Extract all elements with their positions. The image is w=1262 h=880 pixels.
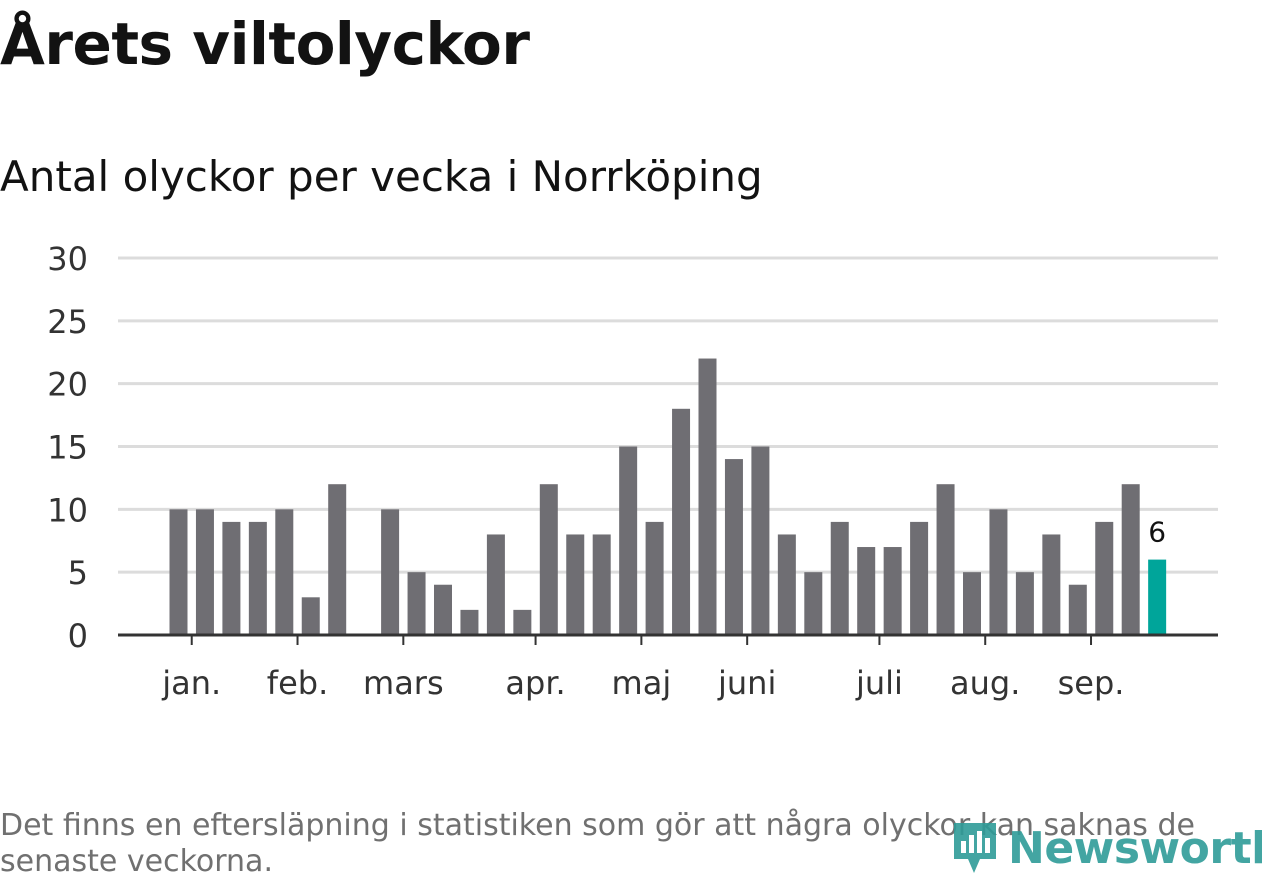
newsworthy-logo: Newsworthy — [950, 816, 1262, 880]
bars — [169, 358, 1167, 635]
bar — [936, 484, 955, 635]
highlight-value-label: 6 — [1148, 516, 1166, 549]
logo-text: Newsworthy — [1008, 822, 1262, 874]
x-tick-label: juli — [855, 664, 903, 702]
bar — [381, 509, 400, 635]
bar — [301, 597, 320, 635]
bar — [724, 459, 743, 635]
y-tick-label: 5 — [68, 554, 88, 592]
bar-chart: 0 5 10 15 20 25 30 jan. feb. mars apr. maj juni juli… — [47, 240, 1218, 702]
bar — [222, 521, 241, 635]
y-tick-label: 15 — [47, 429, 88, 467]
bar — [857, 547, 876, 635]
chart-subtitle: Antal olyckor per vecka i Norrköping — [0, 152, 763, 201]
y-tick-label: 25 — [47, 303, 88, 341]
bar — [434, 584, 452, 635]
bar — [751, 446, 770, 635]
x-tick-label: aug. — [950, 664, 1020, 702]
bar — [1042, 534, 1061, 635]
newsworthy-logo-icon — [954, 823, 996, 873]
y-tick-label: 10 — [47, 491, 88, 529]
bar — [698, 358, 717, 635]
bar — [672, 408, 691, 635]
x-axis: jan. feb. mars apr. maj juni juli aug. sep. — [118, 633, 1218, 702]
x-tick-label: jan. — [161, 664, 221, 702]
y-tick-label: 0 — [68, 617, 88, 655]
bar — [328, 484, 347, 635]
bar — [539, 484, 558, 635]
bar — [1121, 484, 1140, 635]
chart-title: Årets viltolyckor — [0, 10, 530, 78]
bar — [1068, 584, 1087, 635]
bar — [989, 509, 1008, 635]
x-tick-label: maj — [612, 664, 672, 702]
bar — [566, 534, 585, 635]
bar — [592, 534, 611, 635]
x-tick-label: apr. — [505, 664, 565, 702]
bar — [486, 534, 505, 635]
bar — [830, 521, 849, 635]
y-tick-label: 20 — [47, 366, 88, 404]
x-tick-label: feb. — [267, 664, 328, 702]
bar — [275, 509, 294, 635]
x-tick-label: sep. — [1058, 664, 1125, 702]
bar — [248, 521, 267, 635]
bar — [777, 534, 796, 635]
bar — [645, 521, 664, 635]
bar-highlight — [1148, 559, 1167, 635]
x-tick-label: juni — [717, 664, 776, 702]
x-tick-label: mars — [363, 664, 444, 702]
data-labels: 6 — [1148, 516, 1166, 549]
bar — [619, 446, 638, 635]
bar — [804, 572, 823, 635]
y-tick-label: 30 — [47, 240, 88, 278]
bar — [1095, 521, 1114, 635]
gridlines — [118, 256, 1218, 574]
bar — [169, 509, 188, 635]
bar — [963, 572, 981, 635]
bar — [407, 572, 426, 635]
bar — [883, 547, 902, 635]
bar — [910, 521, 929, 635]
bar — [460, 609, 479, 635]
bar — [513, 609, 532, 635]
bar — [1015, 572, 1034, 635]
y-axis-ticks: 0 5 10 15 20 25 30 — [47, 240, 88, 655]
bar — [195, 509, 214, 635]
